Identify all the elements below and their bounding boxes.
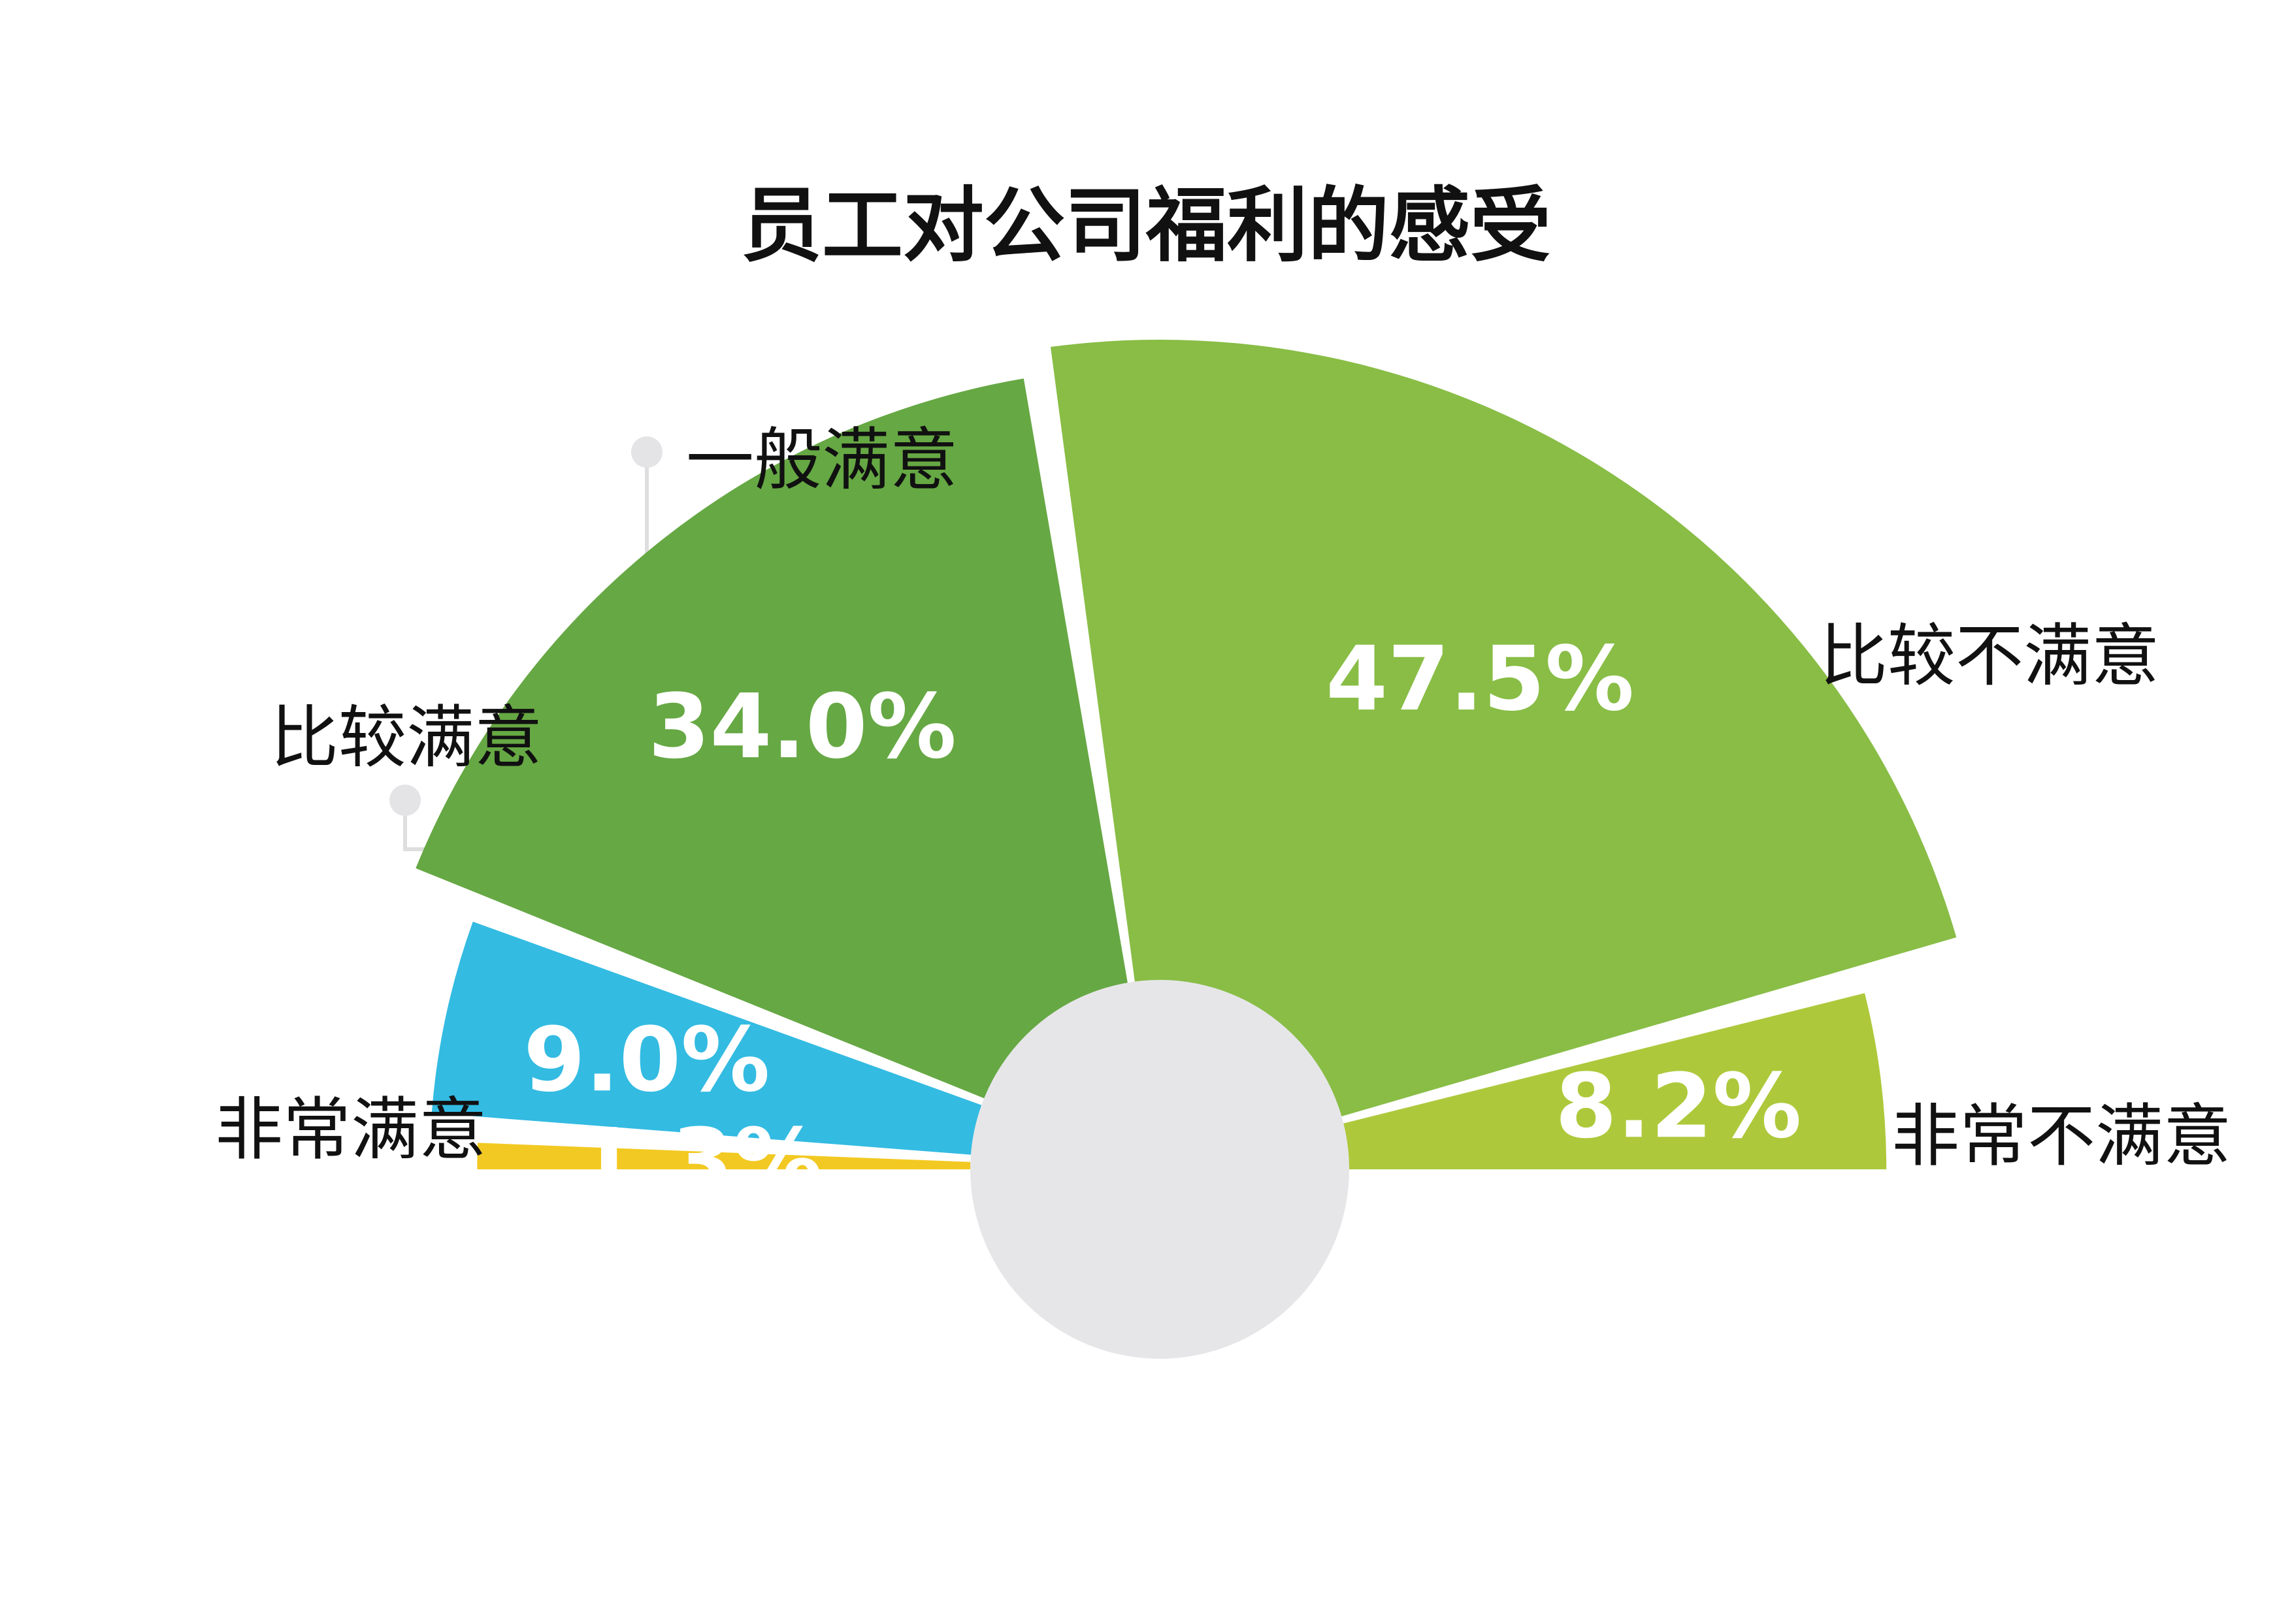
category-label-1: 比较满意 [270,698,542,777]
value-label-0: 1.3% [576,1110,822,1213]
chart-title: 员工对公司福利的感受 [741,179,1551,273]
value-label-2: 34.0% [648,675,957,779]
leader-dot-2 [631,436,663,468]
category-label-2: 一般满意 [686,420,958,500]
value-labels: 1.3%9.0% 34.0% 47.5% 8.2% [523,628,1801,1213]
category-label-3: 比较不满意 [1820,616,2159,696]
slice-2 [416,378,1160,1169]
center-hub [970,980,1349,1359]
leader-dot-1 [389,785,421,816]
value-label-4: 8.2% [1555,1055,1801,1158]
value-label-3: 47.5% [1326,628,1634,731]
slice-3 [1050,340,1957,1170]
category-label-0: 非常满意 [215,1090,487,1169]
value-label-1: 9.0% [523,1009,770,1112]
slice-1 [431,921,1160,1169]
category-label-4: 非常不满意 [1891,1096,2231,1176]
